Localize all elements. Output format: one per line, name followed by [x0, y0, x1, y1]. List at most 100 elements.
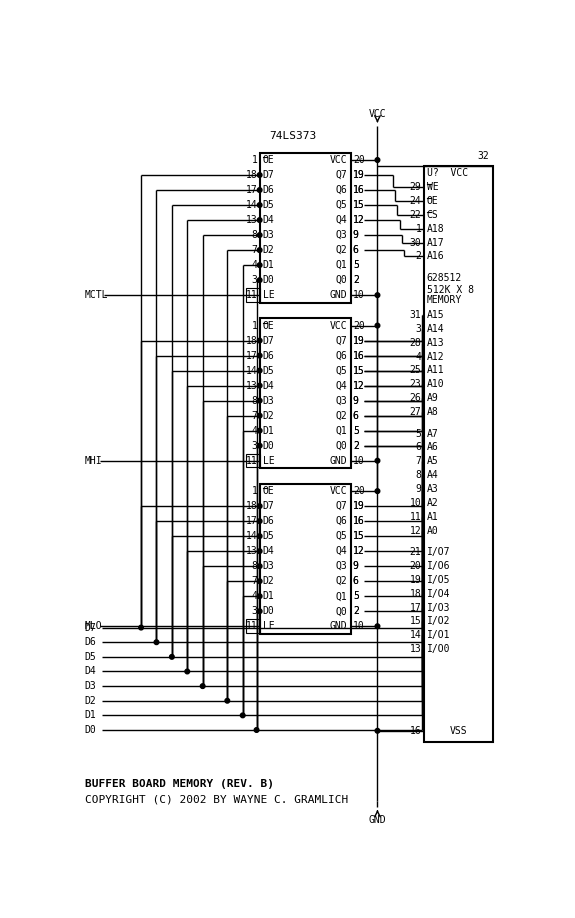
Text: 29: 29	[409, 182, 421, 192]
Text: A13: A13	[427, 338, 444, 348]
Text: 15: 15	[409, 617, 421, 626]
Text: D1: D1	[263, 591, 274, 601]
Text: 10: 10	[353, 455, 365, 465]
Text: 18: 18	[246, 501, 258, 511]
Circle shape	[258, 188, 262, 193]
Text: 4: 4	[251, 260, 258, 270]
Text: 21: 21	[409, 547, 421, 557]
Text: D3: D3	[85, 681, 97, 691]
Text: D5: D5	[263, 200, 274, 210]
Text: OE: OE	[263, 155, 274, 165]
Text: 16: 16	[353, 185, 365, 195]
Text: 11: 11	[246, 455, 258, 465]
Text: 12: 12	[353, 546, 365, 556]
Text: 6: 6	[353, 577, 359, 587]
Text: 19: 19	[409, 575, 421, 585]
Text: WE: WE	[427, 182, 439, 192]
Text: 2: 2	[353, 606, 359, 616]
Text: 17: 17	[246, 185, 258, 195]
Text: 18: 18	[409, 588, 421, 599]
Text: A18: A18	[427, 224, 444, 234]
Text: BUFFER BOARD MEMORY (REV. B): BUFFER BOARD MEMORY (REV. B)	[85, 778, 274, 789]
Circle shape	[375, 293, 380, 297]
Text: LE: LE	[263, 455, 274, 465]
Text: 4: 4	[251, 591, 258, 601]
Text: D4: D4	[263, 546, 274, 556]
Text: 2: 2	[353, 606, 359, 616]
Text: 32: 32	[477, 151, 489, 162]
Text: D0: D0	[263, 606, 274, 616]
Text: I/O6: I/O6	[427, 561, 450, 571]
Circle shape	[258, 248, 262, 252]
Circle shape	[258, 594, 262, 599]
Text: 3: 3	[251, 606, 258, 616]
Text: 1: 1	[251, 155, 258, 165]
Text: 10: 10	[353, 290, 365, 300]
Circle shape	[258, 368, 262, 373]
Text: 2: 2	[416, 252, 421, 262]
Bar	[424, 165, 493, 742]
Text: 23: 23	[409, 379, 421, 389]
Circle shape	[258, 609, 262, 613]
Text: VCC: VCC	[330, 155, 347, 165]
Text: 1: 1	[251, 487, 258, 496]
Text: GND: GND	[369, 814, 386, 824]
Text: 13: 13	[246, 546, 258, 556]
Circle shape	[258, 353, 262, 358]
Text: D7: D7	[263, 501, 274, 511]
Text: 1: 1	[251, 320, 258, 330]
Text: D3: D3	[263, 230, 274, 241]
Text: I/O3: I/O3	[427, 602, 450, 612]
Text: MCTL: MCTL	[85, 290, 108, 300]
Text: 5: 5	[353, 591, 359, 601]
Bar	[260, 484, 351, 633]
Text: I/O5: I/O5	[427, 575, 450, 585]
Text: D2: D2	[263, 245, 274, 255]
Circle shape	[258, 173, 262, 177]
Text: CS: CS	[427, 210, 439, 220]
Text: Q0: Q0	[336, 606, 347, 616]
Text: 17: 17	[409, 602, 421, 612]
Text: 26: 26	[409, 393, 421, 403]
Text: 19: 19	[353, 336, 365, 345]
Bar	[260, 318, 351, 468]
Text: LE: LE	[263, 621, 274, 632]
Circle shape	[258, 233, 262, 238]
Text: VCC: VCC	[330, 320, 347, 330]
Text: A3: A3	[427, 484, 439, 494]
Text: 14: 14	[246, 200, 258, 210]
Text: OE: OE	[263, 487, 274, 496]
Text: 20: 20	[353, 155, 365, 165]
Text: 7: 7	[251, 245, 258, 255]
Circle shape	[375, 488, 380, 494]
Text: I/O1: I/O1	[427, 631, 450, 640]
Text: 19: 19	[353, 501, 365, 511]
Text: 3: 3	[251, 275, 258, 285]
Text: Q2: Q2	[336, 245, 347, 255]
Text: 18: 18	[246, 336, 258, 345]
Text: 15: 15	[353, 200, 365, 210]
Text: A7: A7	[427, 429, 439, 439]
Circle shape	[258, 534, 262, 539]
Text: D1: D1	[263, 260, 274, 270]
Text: 628512: 628512	[427, 273, 462, 283]
Text: 20: 20	[353, 320, 365, 330]
Text: I/O0: I/O0	[427, 644, 450, 655]
Text: 18: 18	[246, 170, 258, 180]
Text: 19: 19	[353, 170, 365, 180]
Text: 7: 7	[416, 456, 421, 466]
Text: A5: A5	[427, 456, 439, 466]
Text: 15: 15	[353, 200, 365, 210]
Text: 24: 24	[409, 196, 421, 206]
Text: 16: 16	[353, 185, 365, 195]
Text: MEMORY: MEMORY	[427, 295, 462, 305]
Text: 10: 10	[353, 621, 365, 632]
Text: 2: 2	[353, 275, 359, 285]
Text: Q4: Q4	[336, 215, 347, 225]
Circle shape	[240, 713, 245, 718]
Text: A8: A8	[427, 407, 439, 417]
Circle shape	[375, 458, 380, 463]
Text: 12: 12	[353, 546, 365, 556]
Text: 30: 30	[409, 238, 421, 248]
Circle shape	[258, 413, 262, 418]
